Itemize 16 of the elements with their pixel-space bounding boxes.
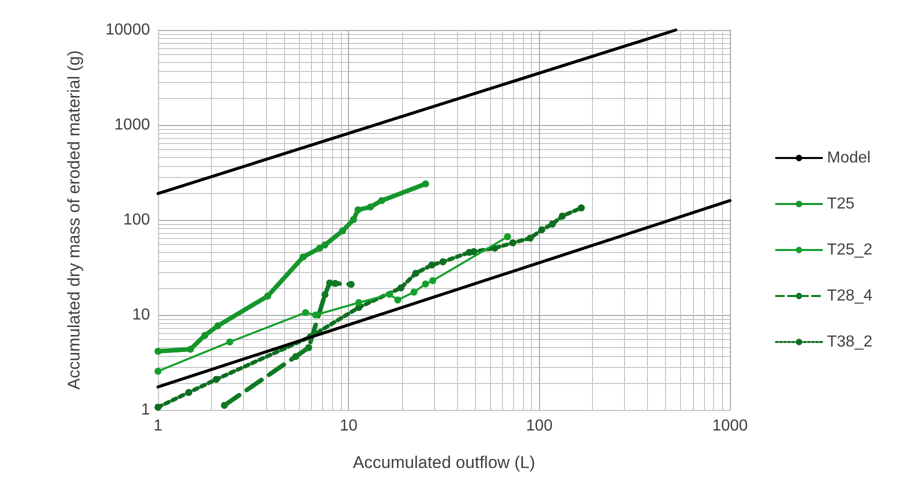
legend-label: T25 [827,196,855,212]
x-tick-label: 100 [526,418,553,434]
y-tick-label: 1000 [114,116,150,134]
x-tick-label: 10 [340,418,358,434]
x-tick-label: 1000 [712,418,748,434]
legend-label: T25_2 [827,242,872,258]
y-axis-title: Accumulated dry mass of eroded material (g) [64,50,84,390]
x-tick-label: 1 [154,418,163,434]
y-tick-label: 10000 [106,22,150,38]
legend-label: T28_4 [827,288,872,304]
x-axis-title: Accumulated outflow (L) [352,453,536,472]
legend-label: Model [827,150,871,166]
y-tick-label: 1 [141,402,150,418]
y-tick-label: 10 [132,306,150,324]
y-tick-label: 100 [123,212,150,228]
legend-label: T38_2 [827,334,872,350]
